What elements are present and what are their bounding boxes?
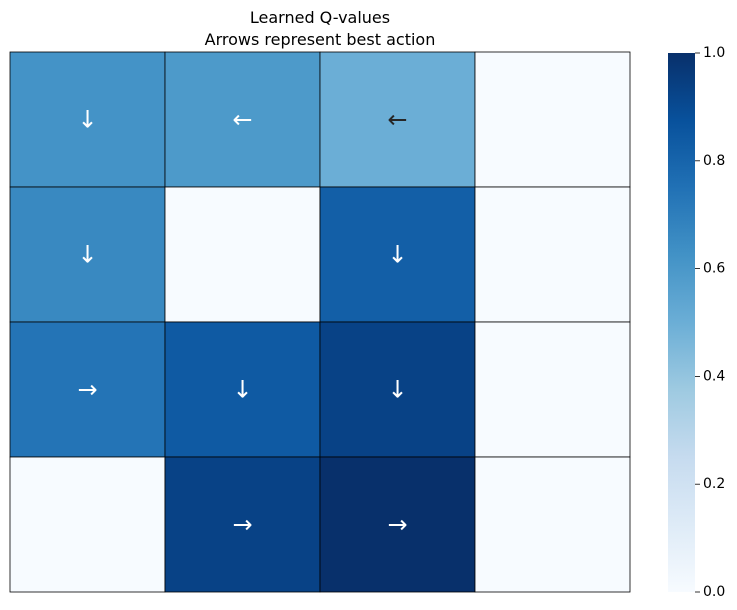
colorbar-tick-label-0: 0.0	[703, 584, 725, 600]
best-action-arrow-r3-c2: →	[387, 511, 407, 539]
heatmap-cell-r3-c2	[319, 456, 476, 593]
heatmap-cell-r2-c1	[164, 321, 321, 458]
heatmap-cell-r1-c3	[474, 186, 631, 323]
chart-subtitle: Arrows represent best action	[205, 30, 436, 49]
best-action-arrow-r1-c2: ↓	[387, 241, 407, 269]
heatmap-cell-r1-c0	[9, 186, 166, 323]
best-action-arrow-r2-c0: →	[77, 376, 97, 404]
heatmap-cell-r0-c0	[9, 51, 166, 188]
chart-title: Learned Q-values	[250, 8, 390, 27]
heatmap-cell-r3-c0	[9, 456, 166, 593]
heatmap-cell-r0-c3	[474, 51, 631, 188]
heatmap-cell-r2-c2	[319, 321, 476, 458]
best-action-arrow-r0-c1: ←	[232, 106, 252, 134]
best-action-arrow-r2-c1: ↓	[232, 376, 252, 404]
colorbar: 0.0 0.2 0.4 0.6 0.8 1.0	[668, 45, 725, 600]
heatmap-cell-r0-c2	[319, 51, 476, 188]
heatmap-cell-r3-c3	[474, 456, 631, 593]
best-action-arrow-r2-c2: ↓	[387, 376, 407, 404]
colorbar-tick-label-2: 0.4	[703, 368, 725, 384]
colorbar-tick-label-3: 0.6	[703, 261, 725, 277]
heatmap-cell-r2-c0	[9, 321, 166, 458]
heatmap-cell-r0-c1	[164, 51, 321, 188]
heatmap-cell-r1-c1	[164, 186, 321, 323]
heatmap-cell-r1-c2	[319, 186, 476, 323]
colorbar-tick-label-4: 0.8	[703, 153, 725, 169]
best-action-arrow-r0-c2: ←	[387, 106, 407, 134]
heatmap-cells: ↓ ← ← ↓ ↓ → ↓ ↓ → →	[9, 51, 631, 593]
best-action-arrow-r1-c0: ↓	[77, 241, 97, 269]
best-action-arrow-r0-c0: ↓	[77, 106, 97, 134]
colorbar-tick-label-1: 0.2	[703, 476, 725, 492]
heatmap-cell-r3-c1	[164, 456, 321, 593]
colorbar-tick-label-5: 1.0	[703, 45, 725, 61]
heatmap-cell-r2-c3	[474, 321, 631, 458]
best-action-arrow-r3-c1: →	[232, 511, 252, 539]
colorbar-gradient	[668, 53, 695, 592]
